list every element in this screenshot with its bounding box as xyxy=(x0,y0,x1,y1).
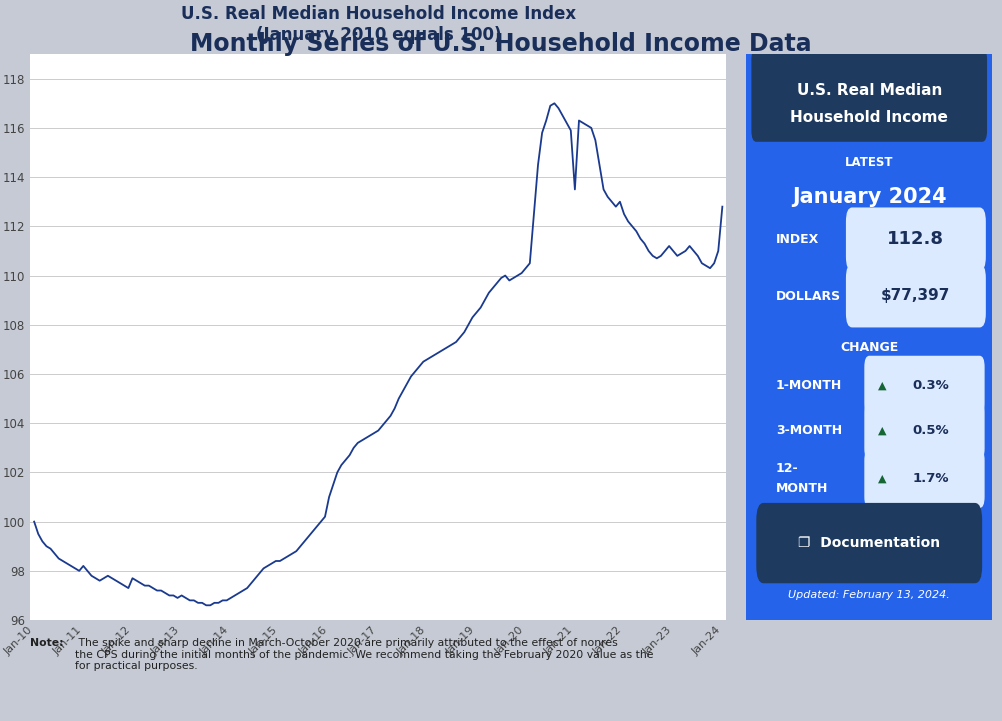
Text: ▲: ▲ xyxy=(878,425,887,435)
FancyBboxPatch shape xyxy=(752,48,987,142)
Text: ❐  Documentation: ❐ Documentation xyxy=(799,536,940,550)
FancyBboxPatch shape xyxy=(865,401,985,460)
Text: Updated: February 13, 2024.: Updated: February 13, 2024. xyxy=(789,590,950,600)
Text: DOLLARS: DOLLARS xyxy=(776,290,841,303)
Text: Monthly Series of U.S. Household Income Data: Monthly Series of U.S. Household Income … xyxy=(190,32,812,56)
Text: INDEX: INDEX xyxy=(776,233,820,246)
FancyBboxPatch shape xyxy=(846,264,986,327)
FancyBboxPatch shape xyxy=(757,503,982,583)
Text: The spike and sharp decline in March-October 2020 are primarily attributed to th: The spike and sharp decline in March-Oct… xyxy=(75,638,653,671)
Text: U.S. Real Median: U.S. Real Median xyxy=(797,84,942,98)
Text: 1-MONTH: 1-MONTH xyxy=(776,379,843,392)
Text: Note:: Note: xyxy=(30,638,64,648)
Text: Household Income: Household Income xyxy=(791,110,948,125)
Text: 1.7%: 1.7% xyxy=(913,472,949,485)
Text: ▲: ▲ xyxy=(878,380,887,390)
Text: MONTH: MONTH xyxy=(776,482,829,495)
Title: U.S. Real Median Household Income Index
(January 2010 equals 100): U.S. Real Median Household Income Index … xyxy=(180,5,576,44)
Text: 12-: 12- xyxy=(776,462,799,475)
FancyBboxPatch shape xyxy=(865,355,985,415)
FancyBboxPatch shape xyxy=(846,208,986,271)
FancyBboxPatch shape xyxy=(865,449,985,508)
Text: 0.3%: 0.3% xyxy=(912,379,949,392)
Text: January 2024: January 2024 xyxy=(792,187,947,207)
Text: ▲: ▲ xyxy=(878,474,887,484)
Text: 3-MONTH: 3-MONTH xyxy=(776,424,842,437)
Text: $77,397: $77,397 xyxy=(881,288,951,304)
Text: 0.5%: 0.5% xyxy=(912,424,949,437)
Text: CHANGE: CHANGE xyxy=(840,341,899,354)
Text: 112.8: 112.8 xyxy=(888,230,944,248)
Text: LATEST: LATEST xyxy=(845,156,894,169)
